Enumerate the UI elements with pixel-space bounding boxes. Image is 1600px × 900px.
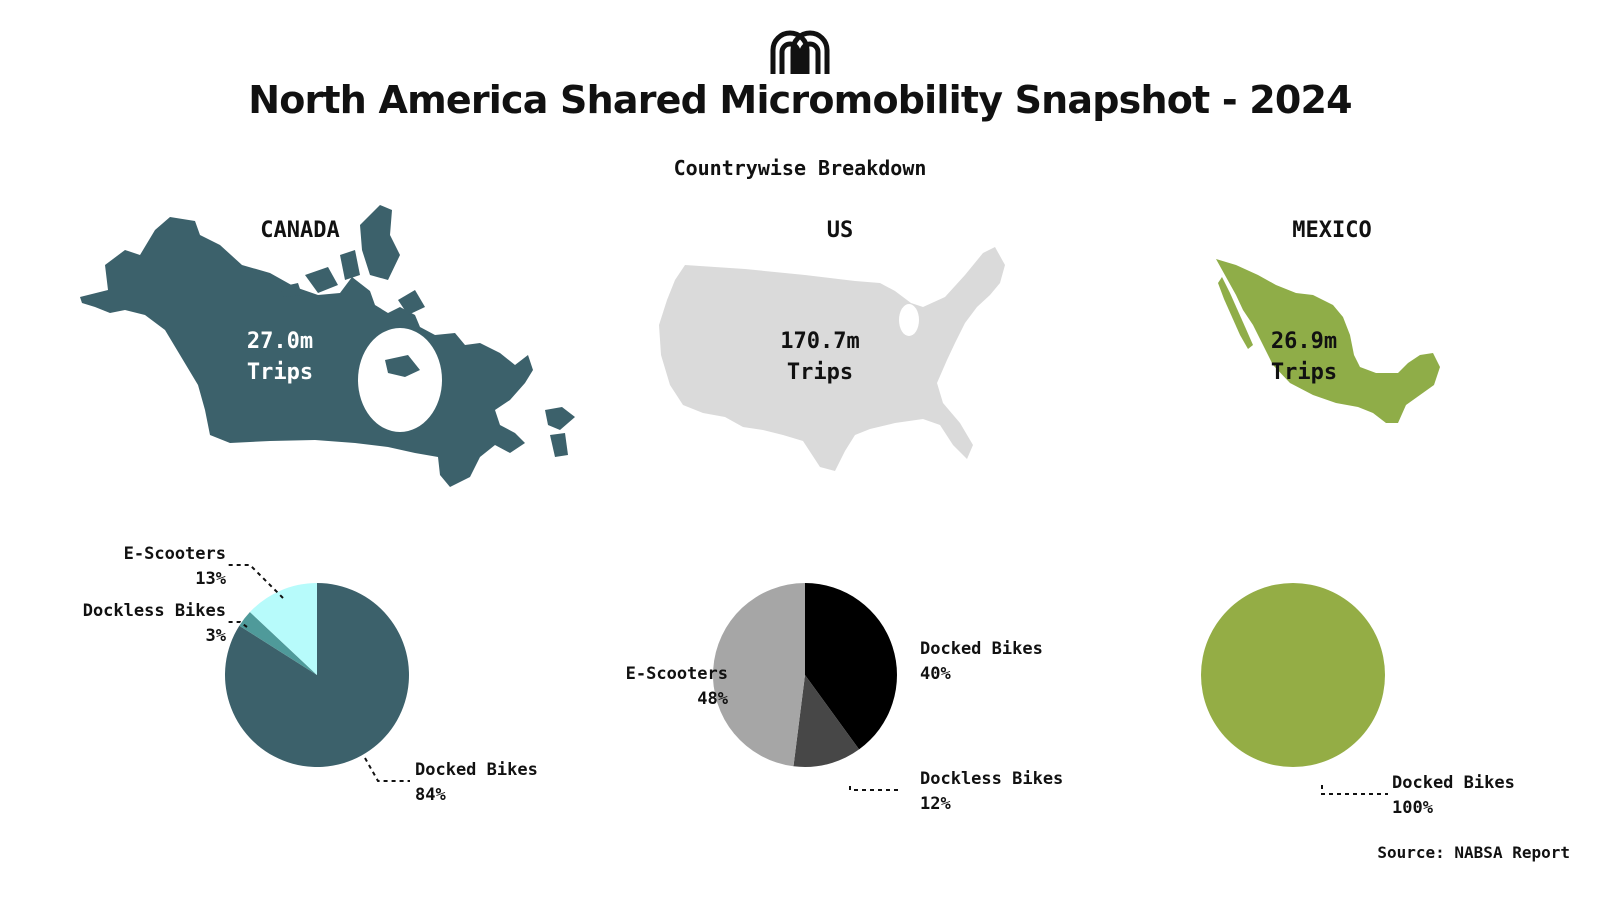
leader-line-canada-docked: [364, 757, 410, 782]
slice-label-value: 84%: [415, 785, 446, 805]
pie-slice-e-scooters: [713, 583, 805, 767]
pie-slice-e-scooters: [249, 583, 317, 675]
page-subtitle: Countrywise Breakdown: [673, 156, 927, 180]
leader-line-mexico-docked: [1321, 785, 1388, 795]
pie-slice-dockless-bikes: [239, 612, 317, 675]
country-name-canada: CANADA: [260, 218, 340, 243]
leader-line-canada-escooters: [228, 564, 284, 599]
us-map-icon: [659, 247, 1005, 471]
slice-label-us-dockless: Dockless Bikes 12%: [920, 767, 1063, 817]
pie-slice-dockless-bikes: [793, 675, 860, 767]
pie-chart-canada: [225, 583, 410, 767]
slice-label-value: 3%: [205, 626, 226, 646]
canada-map-icon: [80, 205, 575, 487]
trips-value: 27.0m: [246, 329, 314, 354]
pie-slice-docked-bikes: [805, 583, 898, 750]
pie-chart-mexico: [1201, 583, 1385, 767]
trips-label-canada: 27.0m Trips: [180, 326, 380, 388]
micromobility-m-logo-icon: [770, 30, 830, 74]
slice-label-value: 40%: [920, 664, 951, 684]
mexico-map-icon: [1216, 259, 1440, 423]
slice-label-name: Docked Bikes: [920, 639, 1043, 659]
country-name-us: US: [826, 218, 854, 243]
slice-label-name: Docked Bikes: [1392, 773, 1515, 793]
trips-label-us: 170.7m Trips: [720, 326, 920, 388]
slice-label-value: 48%: [697, 689, 728, 709]
slice-label-name: Dockless Bikes: [82, 601, 226, 621]
slice-label-mexico-docked: Docked Bikes 100%: [1392, 771, 1515, 821]
slice-label-value: 12%: [920, 794, 951, 814]
country-name-mexico: MEXICO: [1292, 218, 1372, 243]
page-title: North America Shared Micromobility Snaps…: [248, 78, 1352, 122]
slice-label-canada-docked: Docked Bikes 84%: [415, 758, 538, 808]
slice-label-name: E-Scooters: [625, 664, 728, 684]
slice-label-canada-escooters: E-Scooters 13%: [124, 542, 226, 592]
leader-line-us-dockless: [849, 786, 898, 791]
slice-label-us-escooters: E-Scooters 48%: [626, 662, 728, 712]
source-note: Source: NABSA Report: [1377, 843, 1570, 862]
leader-lines: [225, 564, 1388, 795]
trips-unit: Trips: [786, 360, 854, 385]
slice-label-us-docked: Docked Bikes 40%: [920, 637, 1043, 687]
trips-unit: Trips: [246, 360, 314, 385]
slice-label-name: E-Scooters: [123, 544, 226, 564]
trips-value: 26.9m: [1270, 329, 1338, 354]
pie-slice-docked-bikes: [225, 583, 410, 767]
pie-chart-us: [713, 583, 898, 767]
slice-label-name: Dockless Bikes: [920, 769, 1064, 789]
trips-label-mexico: 26.9m Trips: [1204, 326, 1404, 388]
slice-label-value: 100%: [1392, 798, 1433, 818]
slice-label-canada-dockless: Dockless Bikes 3%: [83, 599, 226, 649]
leader-line-canada-dockless: [225, 621, 248, 628]
slice-label-value: 13%: [195, 569, 226, 589]
slice-label-name: Docked Bikes: [415, 760, 538, 780]
trips-unit: Trips: [1270, 360, 1338, 385]
trips-value: 170.7m: [780, 329, 860, 354]
pie-slice-docked-bikes: [1201, 583, 1385, 767]
